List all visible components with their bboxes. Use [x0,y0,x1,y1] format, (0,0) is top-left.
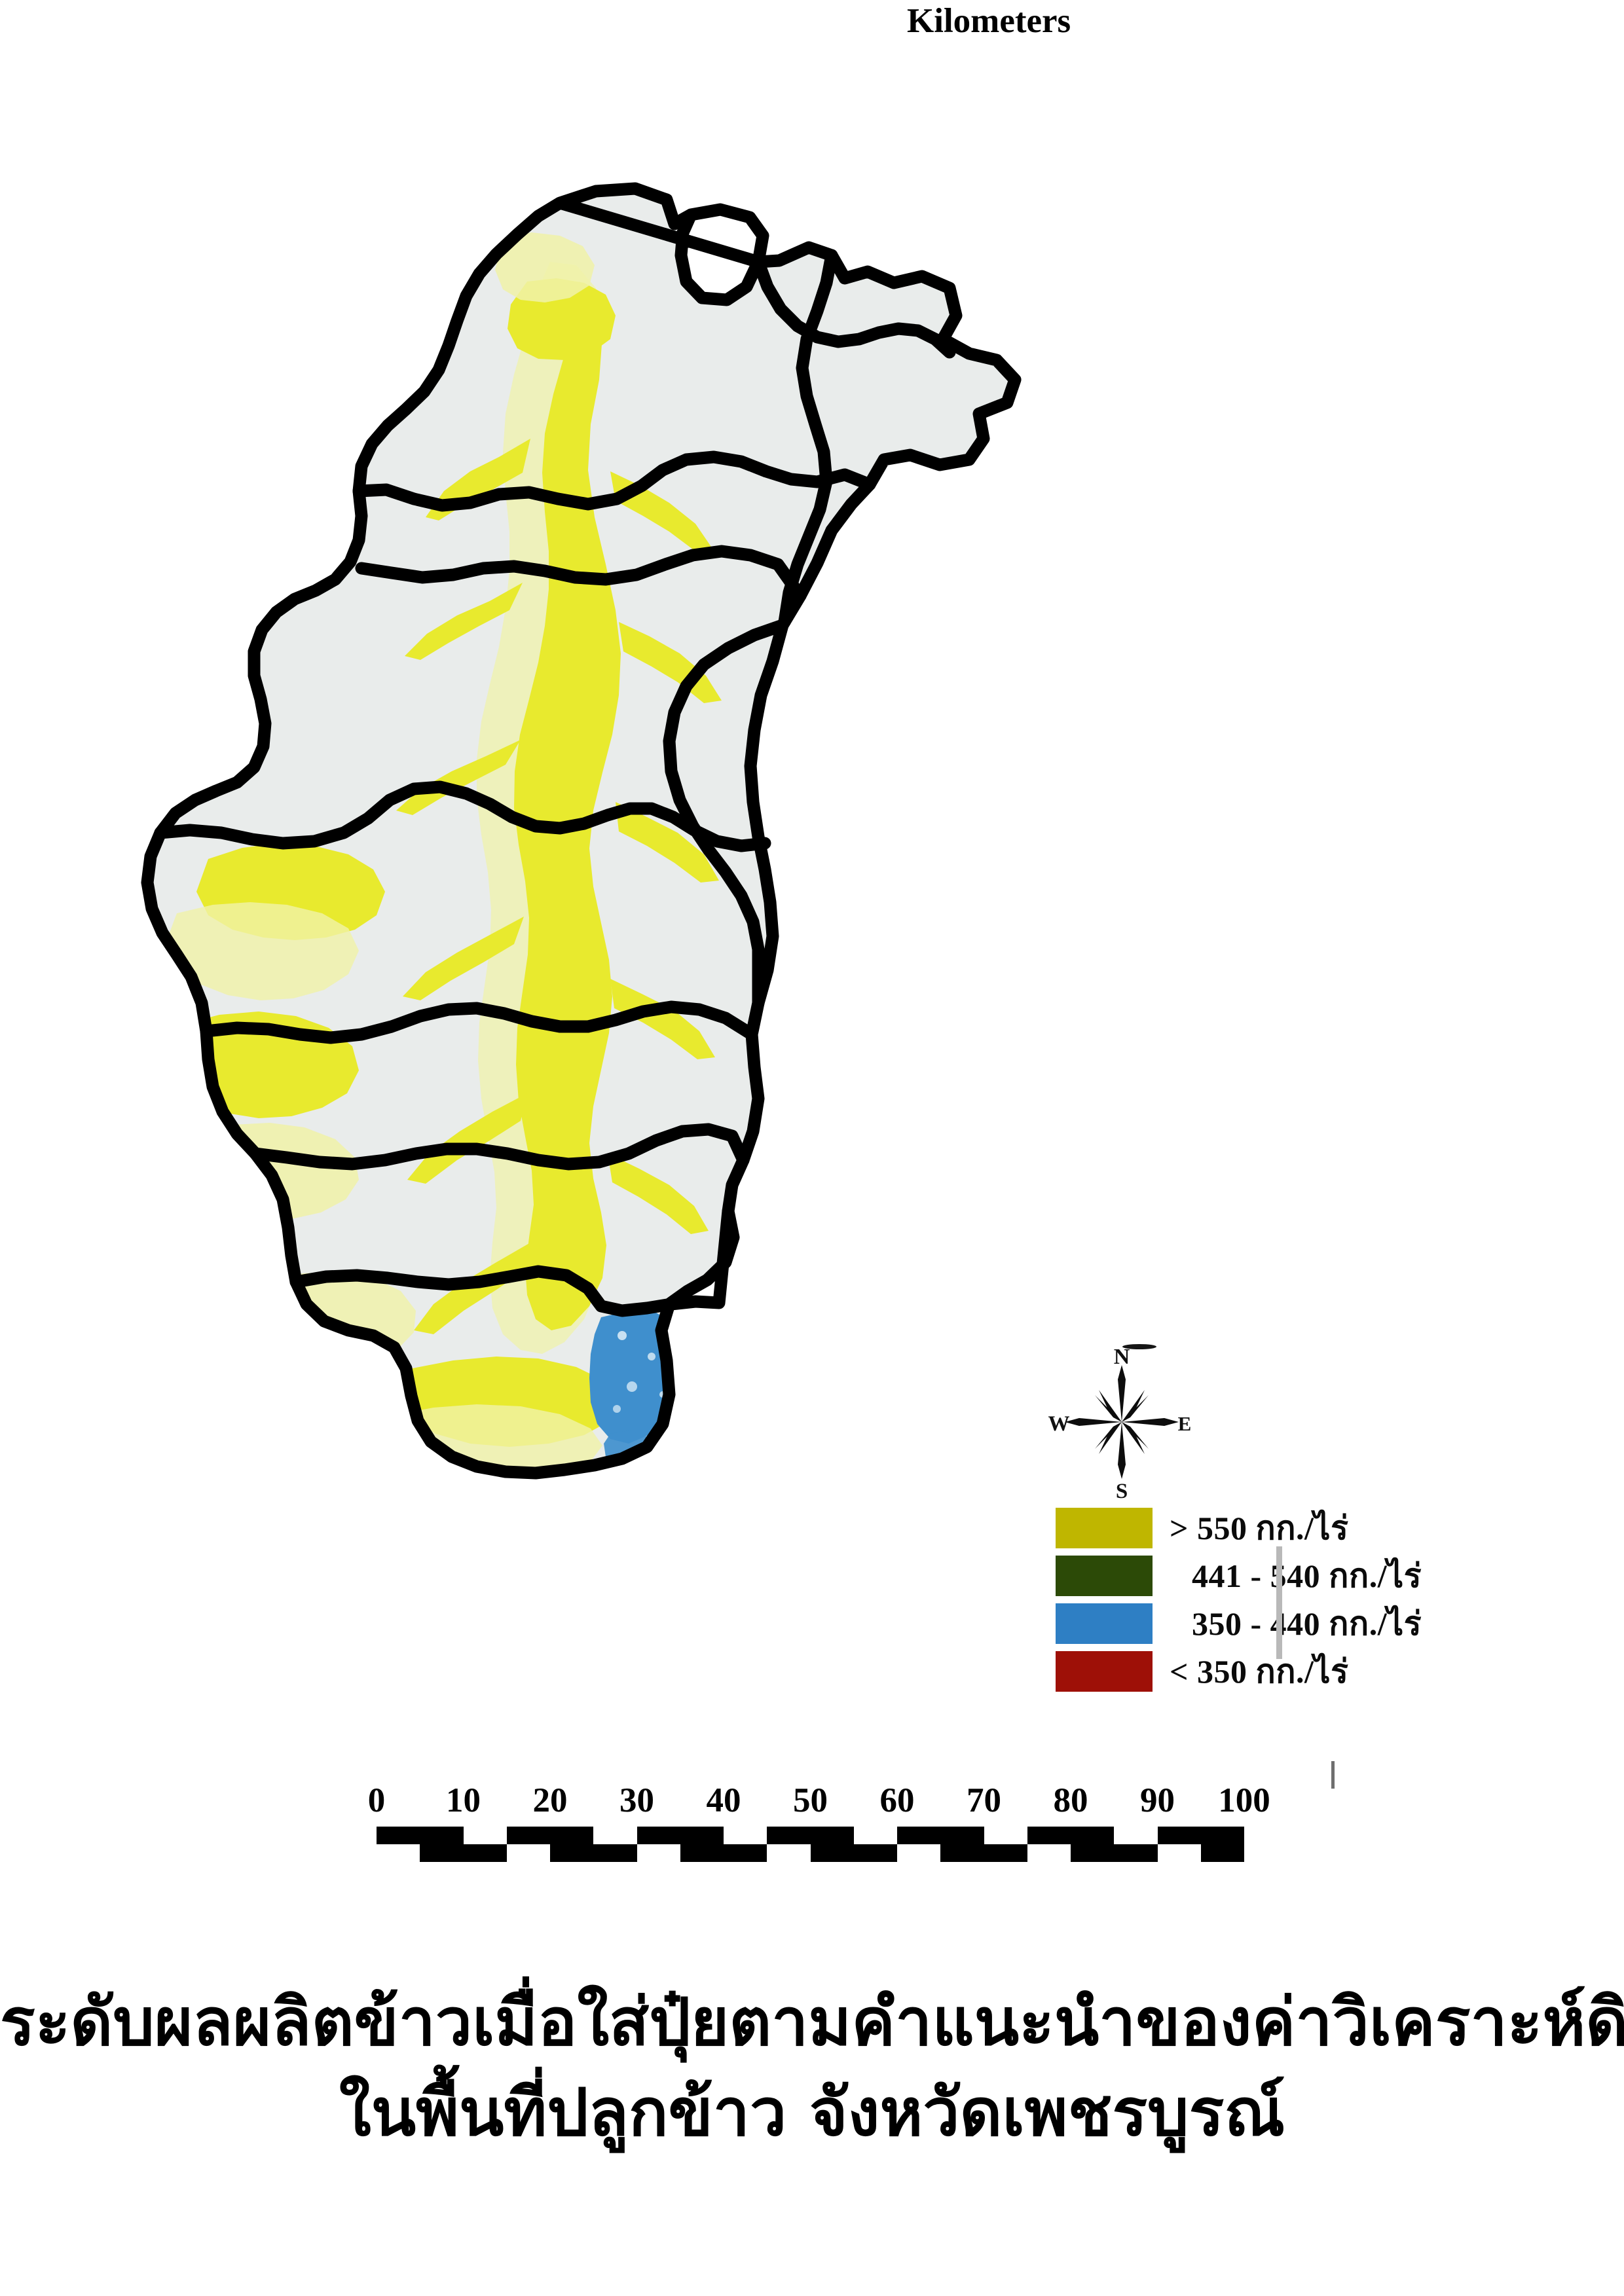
legend-item-lt350[interactable]: < 350 กก./ไร่ [1056,1649,1579,1694]
legend-item-350-440[interactable]: 350 - 440 กก./ไร่ [1056,1601,1579,1646]
compass-label-south: S [1116,1480,1128,1503]
scale-cell-top-6 [1114,1827,1158,1844]
scale-tick-100: 100 [1218,1781,1270,1819]
north-arrow: N E S W [1048,1339,1198,1503]
scale-cell-bottom-4 [767,1844,811,1862]
scale-tick-0: 0 [367,1781,386,1819]
scalebar-unit-label: Kilometers [907,2,1071,40]
legend-swatch-350-440 [1056,1603,1153,1644]
scale-cell-bottom-6 [1027,1844,1071,1862]
scale-cell-top-3 [724,1827,767,1844]
scale-cell-top-2 [593,1827,637,1844]
legend-label-441-540: 441 - 540 กก./ไร่ [1192,1557,1422,1594]
legend-swatch-lt350 [1056,1651,1153,1692]
scale-tick-50: 50 [793,1781,828,1819]
district-boundaries[interactable] [141,182,1022,1480]
scale-cell-top-5 [984,1827,1027,1844]
legend-label-lt350: < 350 กก./ไร่ [1170,1652,1349,1690]
scale-tick-30: 30 [619,1781,654,1819]
legend: > 550 กก./ไร่ 441 - 540 กก./ไร่ 350 - 44… [1056,1506,1579,1697]
map-title: ระดับผลผลิตข้าวเมื่อใส่ปุ๋ยตามคำแนะนำของ… [0,1977,1624,2158]
legend-item-441-540[interactable]: 441 - 540 กก./ไร่ [1056,1554,1579,1598]
scale-cell-bottom-3 [637,1844,680,1862]
scale-cell-top-1 [463,1827,507,1844]
scale-tick-20: 20 [532,1781,568,1819]
scale-tick-10: 10 [446,1781,481,1819]
scalebar-graphic [377,1827,1244,1862]
scale-tick-70: 70 [967,1781,1001,1819]
map-title-line-2: ในพื้นที่ปลูกข้าว จังหวัดเพชรบูรณ์ [339,2074,1285,2151]
scan-artifact-line [1276,1546,1282,1659]
scale-tick-60: 60 [879,1781,915,1819]
scale-tick-90: 90 [1140,1781,1175,1819]
compass-label-east: E [1178,1412,1192,1435]
legend-label-gt550: > 550 กก./ไร่ [1170,1509,1349,1546]
compass-label-west: W [1048,1412,1070,1436]
compass-label-north: N [1114,1345,1130,1369]
scan-artifact-tick [1331,1761,1335,1789]
map-title-line-1: ระดับผลผลิตข้าวเมื่อใส่ปุ๋ยตามคำแนะนำของ… [0,1984,1624,2060]
province-map[interactable] [98,164,1225,1624]
scalebar: 0 10 20 30 40 50 60 70 80 90 100 [368,1781,1352,1862]
scale-cell-bottom-2 [506,1844,550,1862]
legend-item-gt550[interactable]: > 550 กก./ไร่ [1056,1506,1579,1550]
scale-cell-bottom-5 [897,1844,941,1862]
scale-cell-bottom-1 [377,1844,420,1862]
scale-tick-40: 40 [706,1781,741,1819]
scalebar-tick-labels: 0 10 20 30 40 50 60 70 80 90 100 [368,1781,1352,1821]
scale-tick-80: 80 [1053,1781,1088,1819]
legend-label-350-440: 350 - 440 กก./ไร่ [1192,1605,1422,1642]
scan-artifact-mark [1122,1344,1156,1349]
legend-swatch-441-540 [1056,1556,1153,1596]
legend-swatch-gt550 [1056,1508,1153,1548]
compass-star-icon [1065,1365,1179,1479]
scale-cell-top-4 [853,1827,897,1844]
scale-cell-bottom-7 [1157,1844,1201,1862]
